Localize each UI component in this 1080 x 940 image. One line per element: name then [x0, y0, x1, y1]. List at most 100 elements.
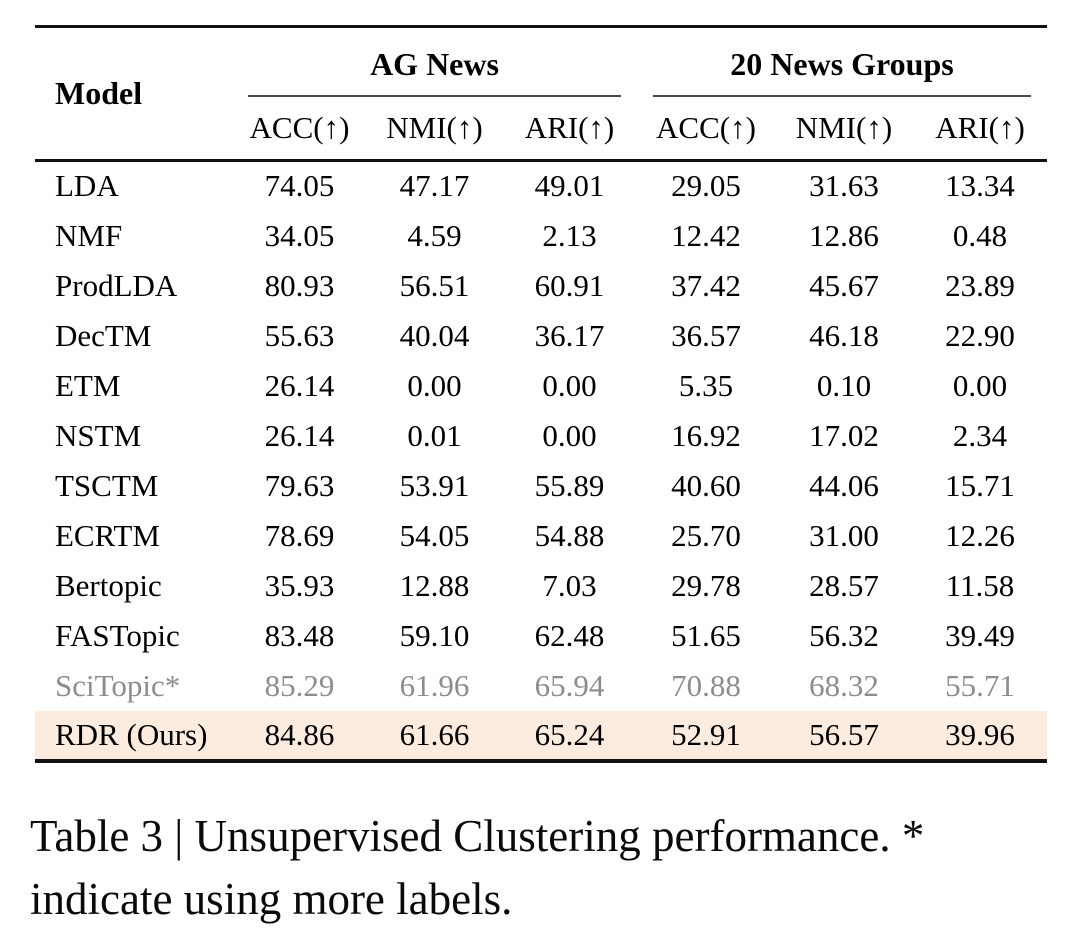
metric-value: 40.60	[671, 467, 741, 503]
metric-value: 65.24	[534, 716, 605, 752]
metric-value: 12.88	[399, 567, 470, 603]
metric-value: 16.92	[671, 417, 741, 453]
metric-value: 0.48	[952, 217, 1008, 253]
metric-value: 5.35	[678, 367, 734, 403]
group-header-ag-news-label: AG News	[248, 46, 621, 97]
model-name: ECRTM	[55, 517, 160, 553]
metric-value: 28.57	[809, 567, 879, 603]
metric-value: 83.48	[264, 617, 335, 653]
metric-value: 39.96	[945, 716, 1015, 752]
table-row: FASTopic 83.48 59.10 62.48 51.65 56.32 39.49	[35, 611, 1047, 661]
metric-value: 85.29	[264, 667, 335, 703]
group-header-ag-news: AG News	[232, 27, 637, 97]
metric-value: 54.88	[534, 517, 605, 553]
caption-line-1: Table 3 | Unsupervised Clustering perfor…	[30, 810, 925, 861]
table-row: RDR (Ours) 84.86 61.66 65.24 52.91 56.57 39.96	[35, 710, 1048, 761]
metric-value: 55.63	[264, 317, 335, 353]
metric-value: 2.34	[952, 417, 1008, 453]
metric-value: 0.00	[542, 367, 597, 403]
metric-value: 22.90	[945, 317, 1015, 353]
metric-value: 74.05	[264, 168, 335, 204]
model-name: FASTopic	[55, 617, 180, 653]
model-name: NMF	[55, 217, 123, 253]
metric-value: 23.89	[945, 267, 1015, 303]
metric-value: 29.78	[671, 567, 741, 603]
metric-value: 56.57	[809, 716, 879, 752]
metric-value: 80.93	[264, 267, 335, 303]
metric-value: 54.05	[399, 517, 470, 553]
metric-value: 34.05	[264, 217, 335, 253]
metric-value: 13.34	[945, 168, 1015, 204]
metric-value: 45.67	[809, 267, 879, 303]
model-name: SciTopic*	[55, 667, 181, 703]
table-row: TSCTM 79.63 53.91 55.89 40.60 44.06 15.71	[35, 461, 1047, 511]
table-row: ECRTM 78.69 54.05 54.88 25.70 31.00 12.26	[35, 511, 1047, 561]
metric-value: 15.71	[945, 467, 1015, 503]
metric-value: 62.48	[534, 617, 605, 653]
metric-value: 25.70	[671, 517, 741, 553]
metric-value: 84.86	[264, 716, 335, 752]
column-header-nmi-20ng: NMI(↑)	[775, 96, 913, 162]
metric-value: 52.91	[671, 716, 741, 752]
metric-value: 53.91	[399, 467, 470, 503]
metric-value: 40.04	[399, 317, 470, 353]
metric-value: 79.63	[264, 467, 335, 503]
table-row: ETM 26.14 0.00 0.00 5.35 0.10 0.00	[35, 361, 1047, 411]
model-name: RDR (Ours)	[55, 716, 208, 752]
metric-value: 4.59	[407, 217, 462, 253]
metric-value: 70.88	[671, 667, 741, 703]
metric-value: 31.63	[809, 168, 879, 204]
table-row: NMF 34.05 4.59 2.13 12.42 12.86 0.48	[35, 211, 1047, 261]
metric-value: 0.00	[952, 367, 1008, 403]
model-name: NSTM	[55, 417, 142, 453]
table-row: LDA 74.05 47.17 49.01 29.05 31.63 13.34	[35, 161, 1047, 211]
metric-value: 46.18	[809, 317, 879, 353]
metric-value: 37.42	[671, 267, 741, 303]
metric-value: 12.42	[671, 217, 741, 253]
metric-value: 59.10	[399, 617, 470, 653]
metric-value: 36.57	[671, 317, 741, 353]
table-row: DecTM 55.63 40.04 36.17 36.57 46.18 22.90	[35, 311, 1047, 361]
metric-value: 44.06	[809, 467, 879, 503]
metric-value: 68.32	[809, 667, 879, 703]
table-row: NSTM 26.14 0.01 0.00 16.92 17.02 2.34	[35, 411, 1047, 461]
metric-value: 0.00	[542, 417, 597, 453]
metric-value: 60.91	[534, 267, 605, 303]
caption-line-2: indicate using more labels.	[30, 873, 513, 924]
column-header-acc-20ng: ACC(↑)	[637, 96, 775, 162]
metric-value: 51.65	[671, 617, 741, 653]
model-name: ProdLDA	[55, 267, 178, 303]
metric-value: 26.14	[264, 417, 335, 453]
metric-value: 61.66	[399, 716, 470, 752]
metric-value: 78.69	[264, 517, 335, 553]
column-header-ari-agnews: ARI(↑)	[502, 96, 637, 162]
metric-value: 39.49	[945, 617, 1015, 653]
group-header-20-news-groups-label: 20 News Groups	[653, 46, 1032, 97]
table-row: SciTopic* 85.29 61.96 65.94 70.88 68.32 55.71	[35, 661, 1047, 711]
metric-value: 65.94	[534, 667, 605, 703]
table-body: LDA 74.05 47.17 49.01 29.05 31.63 13.34 NMF 34.0…	[35, 161, 1048, 761]
model-name: ETM	[55, 367, 121, 403]
model-name: TSCTM	[55, 467, 159, 503]
metric-value: 47.17	[399, 168, 470, 204]
metric-value: 26.14	[264, 367, 335, 403]
table-row: Bertopic 35.93 12.88 7.03 29.78 28.57 11.58	[35, 561, 1047, 611]
column-header-acc-agnews: ACC(↑)	[232, 96, 367, 162]
metric-value: 56.32	[809, 617, 879, 653]
metric-value: 29.05	[671, 168, 741, 204]
metric-value: 0.10	[816, 367, 872, 403]
group-header-20-news-groups: 20 News Groups	[637, 27, 1047, 97]
results-table: Model AG News 20 News Groups ACC(↑) NMI(…	[35, 25, 1048, 763]
metric-value: 7.03	[542, 567, 597, 603]
model-name: DecTM	[55, 317, 152, 353]
metric-value: 55.71	[945, 667, 1015, 703]
metric-value: 61.96	[399, 667, 470, 703]
metric-value: 36.17	[534, 317, 605, 353]
metric-value: 0.00	[407, 367, 462, 403]
metric-value: 12.86	[809, 217, 879, 253]
metric-value: 56.51	[399, 267, 470, 303]
metric-value: 0.01	[407, 417, 462, 453]
metric-header-row: ACC(↑) NMI(↑) ARI(↑) ACC(↑) NMI(↑) ARI(↑…	[35, 96, 1048, 162]
column-header-ari-20ng: ARI(↑)	[913, 96, 1048, 162]
